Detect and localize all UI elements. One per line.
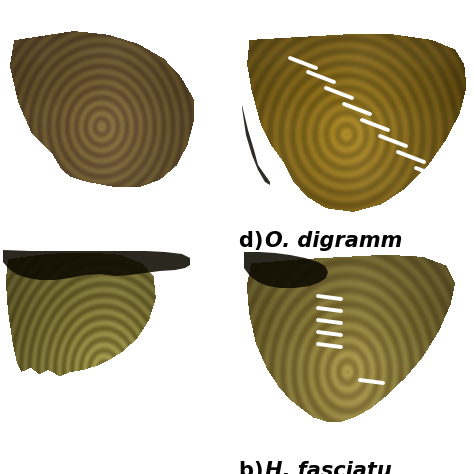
Text: d): d)	[239, 231, 271, 251]
Polygon shape	[3, 250, 190, 280]
Text: O. digramm: O. digramm	[265, 231, 403, 251]
Polygon shape	[242, 85, 270, 185]
Text: H. fasciatu: H. fasciatu	[265, 461, 392, 474]
Polygon shape	[244, 252, 328, 288]
Text: b): b)	[239, 461, 271, 474]
